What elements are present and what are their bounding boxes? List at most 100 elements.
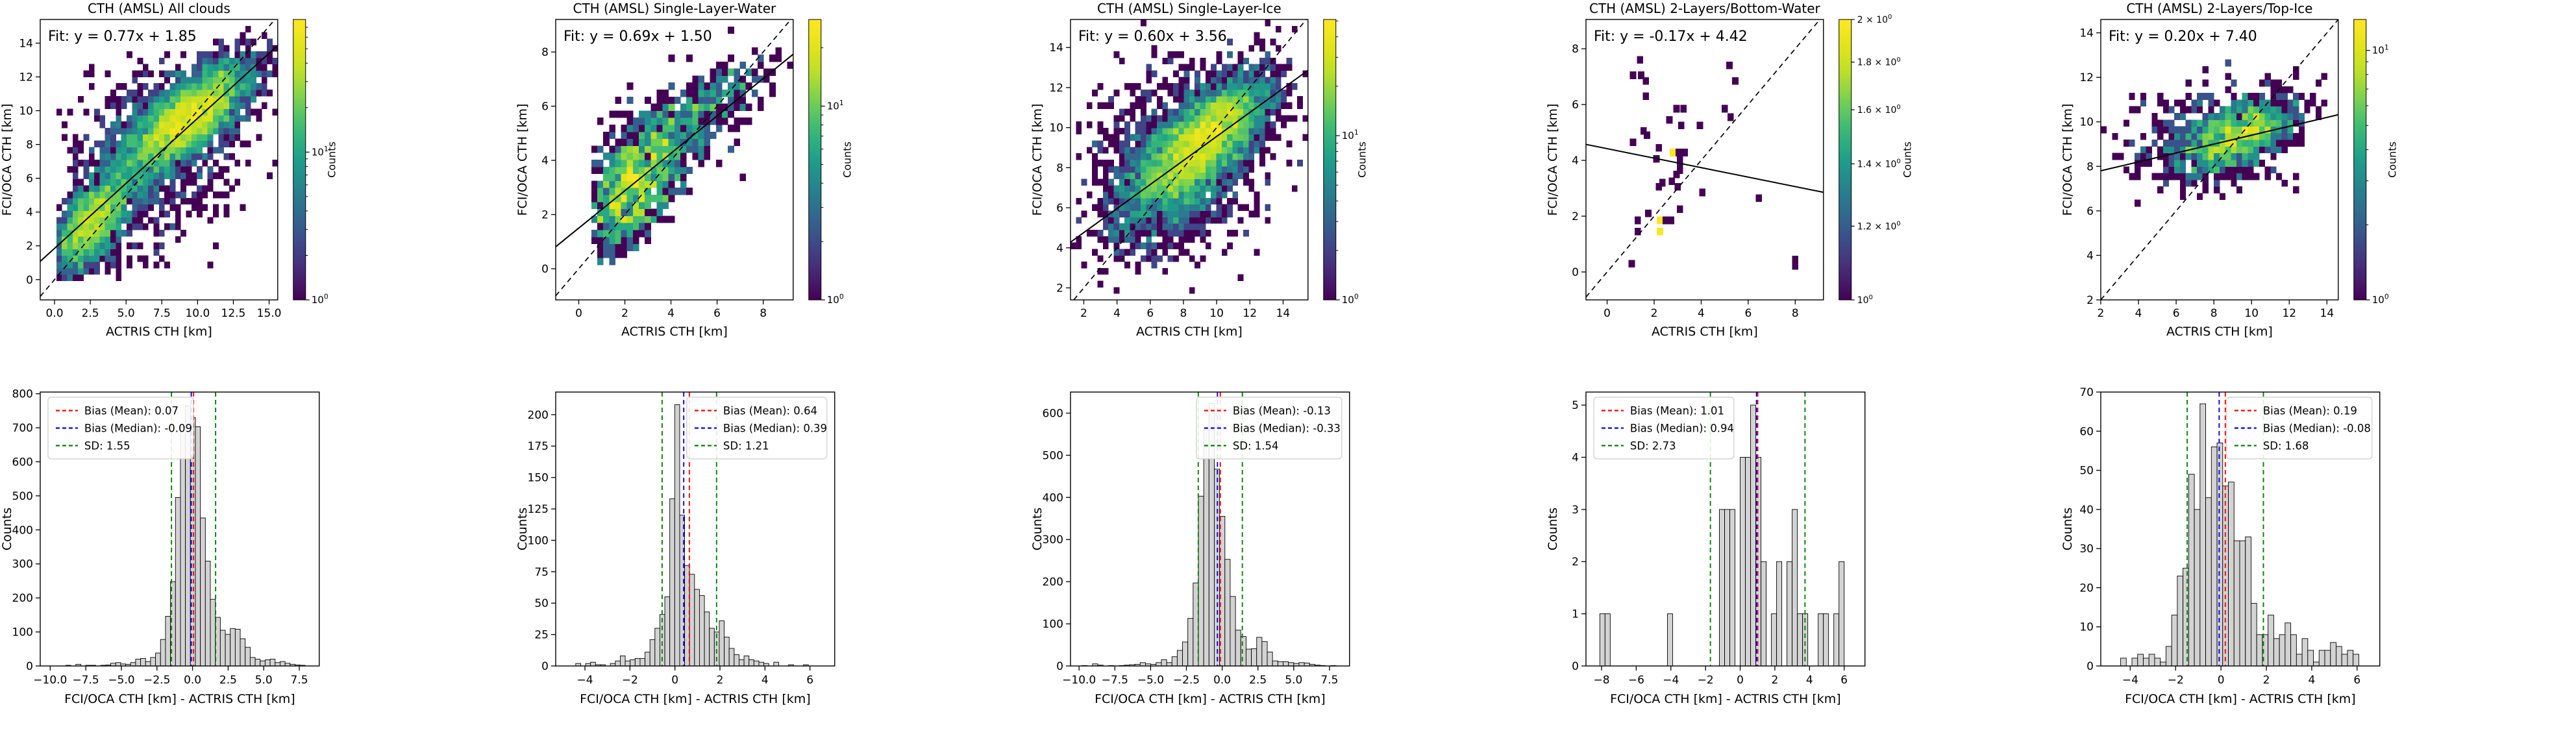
x-tick-label: −4 bbox=[1663, 674, 1679, 687]
histogram-bar bbox=[2228, 482, 2235, 667]
x-tick-label: 2.5 bbox=[1249, 674, 1267, 687]
x-tick-label: 14 bbox=[1276, 307, 1291, 320]
y-tick-label: 12 bbox=[1050, 82, 1064, 95]
histogram-bar bbox=[664, 597, 670, 667]
y-axis-label: Counts bbox=[1030, 508, 1045, 550]
legend-entry-label: SD: 2.73 bbox=[1630, 439, 1676, 452]
y-tick-label: 600 bbox=[12, 456, 33, 469]
x-tick-label: 0 bbox=[2218, 674, 2225, 687]
histogram-bar bbox=[1251, 648, 1257, 667]
x-tick-label: 0 bbox=[1737, 674, 1744, 687]
histogram-bar bbox=[180, 426, 186, 667]
colorbar-tick-label: 101 bbox=[826, 99, 843, 112]
histogram-bar bbox=[1278, 661, 1284, 667]
histogram-bar bbox=[693, 589, 700, 667]
histogram-bar bbox=[2279, 634, 2286, 667]
legend-entry-label: Bias (Mean): 0.07 bbox=[84, 404, 179, 417]
x-tick-label: 8 bbox=[2211, 307, 2218, 320]
y-tick-label: 400 bbox=[12, 524, 33, 537]
legend-box bbox=[47, 397, 194, 460]
histogram-bar bbox=[2183, 567, 2190, 667]
legend-box bbox=[686, 397, 827, 460]
x-axis-label: FCI/OCA CTH [km] - ACTRIS CTH [km] bbox=[1610, 692, 1841, 706]
x-tick-label: 8 bbox=[1180, 307, 1187, 320]
y-tick-label: 14 bbox=[2080, 27, 2094, 40]
subplot-scatter-all-clouds: 0.0 2.5 5.0 7.5 10.0 12.5 15.0 0 2 4 6 8 10 12 14 CTH (… bbox=[0, 0, 515, 375]
heatmap-cells bbox=[591, 26, 793, 265]
x-tick-label: 10 bbox=[2245, 307, 2259, 320]
histogram-bar bbox=[1240, 636, 1247, 667]
y-tick-label: 2 bbox=[541, 209, 549, 222]
x-tick-label: −4 bbox=[576, 674, 593, 687]
subplot-hist-2-layers-bottom-water: −8 −6 −4 −2 0 2 4 6 0 1 2 3 4 5 FCI/OCA CTH [km] - ACT… bbox=[1546, 375, 2061, 751]
y-tick-label: 200 bbox=[12, 592, 33, 605]
y-tick-label: 100 bbox=[12, 626, 33, 639]
x-tick-label: −6 bbox=[1628, 674, 1644, 687]
y-tick-label: 8 bbox=[26, 139, 33, 152]
x-tick-label: 5.0 bbox=[118, 307, 135, 320]
subplot-hist-single-layer-ice: −10.0 −7.5 −5.0 −2.5 0.0 2.5 5.0 7.5 0 100 200 300 4… bbox=[1030, 375, 1546, 751]
histogram-bar bbox=[1666, 613, 1673, 667]
x-tick-label: 4 bbox=[667, 307, 675, 320]
histogram-bar bbox=[269, 659, 276, 667]
y-axis-label: FCI/OCA CTH [km] bbox=[515, 104, 530, 216]
fit-equation-label: Fit: y = 0.60x + 3.56 bbox=[1078, 29, 1227, 45]
axes-box bbox=[1585, 391, 1866, 667]
x-tick-label: 2 bbox=[1771, 674, 1778, 687]
x-tick-label: 6 bbox=[806, 674, 813, 687]
histogram-bar bbox=[1599, 613, 1605, 667]
histogram-bar bbox=[708, 628, 715, 667]
y-tick-label: 0 bbox=[2087, 660, 2094, 673]
histogram-bar bbox=[723, 637, 730, 667]
histogram-bar bbox=[2172, 615, 2178, 667]
y-tick-label: 0 bbox=[541, 660, 549, 673]
y-tick-label: 4 bbox=[2087, 249, 2094, 262]
subplot-scatter-single-layer-ice: 2 4 6 8 10 12 14 2 4 6 8 10 12 14 CTH (AMSL) Single-La… bbox=[1030, 0, 1546, 375]
histogram-bar bbox=[625, 660, 630, 667]
fit-line bbox=[40, 45, 279, 262]
histogram-bar bbox=[738, 659, 745, 667]
histogram-bars bbox=[575, 404, 809, 667]
subplot-scatter-2-layers-bottom-water: 0 2 4 6 8 0 2 4 6 8 CTH (AMSL) 2-Layers/Bottom-Wat… bbox=[1546, 0, 2061, 375]
x-tick-label: 4 bbox=[1113, 307, 1121, 320]
histogram-bar bbox=[264, 659, 271, 667]
histogram-bar bbox=[230, 628, 236, 667]
x-tick-label: 5.0 bbox=[255, 674, 273, 687]
histogram-bar bbox=[1823, 613, 1829, 667]
identity-line bbox=[40, 19, 276, 297]
x-tick-label: 14 bbox=[2320, 307, 2334, 320]
legend-entry-label: Bias (Median): 0.94 bbox=[1630, 422, 1734, 434]
y-axis-label: Counts bbox=[0, 508, 14, 550]
histogram-bar bbox=[649, 639, 655, 667]
x-tick-label: −2 bbox=[2168, 674, 2184, 687]
y-tick-label: 14 bbox=[19, 37, 33, 50]
y-axis-label: FCI/OCA CTH [km] bbox=[1546, 104, 1560, 216]
histogram-bar bbox=[2302, 638, 2309, 667]
colorbar-tick-label: 1.2 × 100 bbox=[1857, 221, 1901, 232]
histogram-bar bbox=[1140, 662, 1146, 667]
histogram-bar bbox=[1760, 561, 1766, 667]
histogram-bar bbox=[589, 661, 596, 667]
histogram-bar bbox=[1156, 662, 1162, 667]
histogram-bar bbox=[2307, 650, 2314, 667]
subplot-hist-2-layers-top-ice: −4 −2 0 2 4 6 0 10 20 30 40 50 60 70 FCI/OCA CTH [km] … bbox=[2061, 375, 2576, 751]
x-tick-label: 6 bbox=[2354, 674, 2361, 687]
y-tick-label: 3 bbox=[1572, 504, 1579, 517]
y-tick-label: 200 bbox=[1043, 576, 1063, 589]
y-tick-label: 6 bbox=[1572, 99, 1579, 112]
histogram-bar bbox=[2177, 575, 2184, 667]
subplot-scatter-single-layer-water: 0 2 4 6 8 0 2 4 6 8 CTH (AMSL) Single-Layer-Water A… bbox=[515, 0, 1031, 375]
x-tick-label: 12 bbox=[2283, 307, 2297, 320]
histogram-bar bbox=[2205, 497, 2212, 667]
colorbar-tick-label: 100 bbox=[2372, 293, 2389, 306]
y-tick-label: 10 bbox=[2080, 621, 2094, 634]
x-tick-label: 10.0 bbox=[185, 307, 210, 320]
y-tick-label: 2 bbox=[26, 240, 33, 253]
axes-box bbox=[554, 391, 836, 667]
x-axis-label: ACTRIS CTH [km] bbox=[621, 325, 728, 339]
histogram-bar bbox=[1224, 559, 1231, 667]
histogram-bar bbox=[1235, 630, 1241, 667]
histogram-bar bbox=[614, 660, 621, 667]
